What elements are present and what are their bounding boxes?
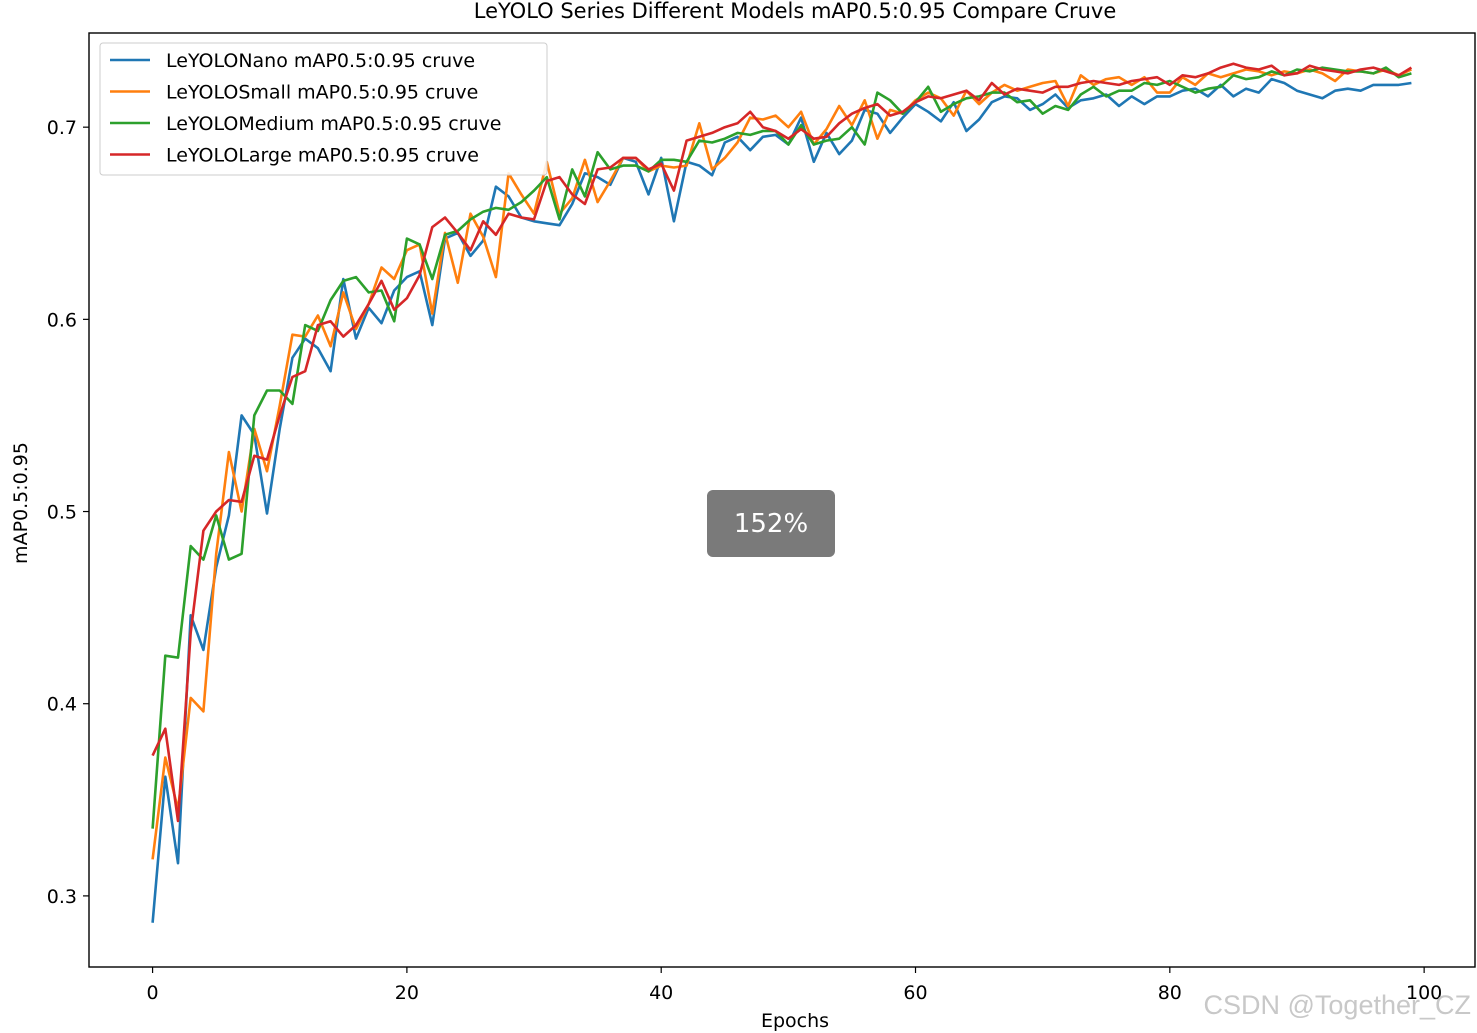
series-line-leyolosmall: [151, 68, 1412, 860]
legend-label: LeYOLONano mAP0.5:0.95 cruve: [166, 50, 475, 72]
legend-label: LeYOLOLarge mAP0.5:0.95 cruve: [166, 145, 479, 167]
y-tick-label: 0.6: [47, 309, 77, 331]
plot-frame: [88, 32, 1476, 968]
x-tick-label: 0: [147, 982, 159, 1004]
legend-label: LeYOLOSmall mAP0.5:0.95 cruve: [166, 82, 478, 104]
series-line-leyololarge: [151, 62, 1413, 823]
y-tick-label: 0.5: [47, 502, 77, 524]
watermark-text: CSDN @Together_CZ: [1203, 990, 1472, 1020]
zoom-indicator: 152%: [707, 490, 835, 557]
series-line-leyolomedium: [151, 66, 1412, 829]
x-tick-label: 60: [903, 982, 927, 1004]
y-tick-label: 0.4: [47, 694, 77, 716]
x-tick-label: 80: [1158, 982, 1182, 1004]
x-tick-label: 20: [395, 982, 419, 1004]
x-tick-label: 100: [1406, 982, 1442, 1004]
y-tick-label: 0.3: [47, 886, 77, 908]
x-axis-label: Epochs: [761, 1010, 829, 1032]
legend-label: LeYOLOMedium mAP0.5:0.95 cruve: [166, 113, 502, 135]
y-tick-label: 0.7: [47, 117, 77, 139]
x-tick-label: 40: [649, 982, 673, 1004]
chart-title: LeYOLO Series Different Models mAP0.5:0.…: [474, 0, 1117, 23]
legend: LeYOLONano mAP0.5:0.95 cruve LeYOLOSmall …: [99, 42, 548, 176]
legend-box: [99, 42, 548, 176]
y-axis-label: mAP0.5:0.95: [10, 442, 32, 564]
series-line-leyolonano: [151, 77, 1412, 923]
